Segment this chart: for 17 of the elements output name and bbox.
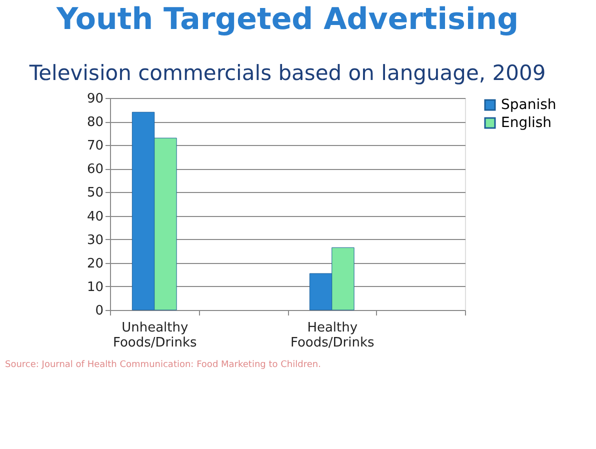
- source-note: Source: Journal of Health Communication: Food Marketing to Children.: [5, 360, 321, 370]
- y-tick-label: 10: [86, 280, 104, 295]
- chart-subtitle: Television commercials based on language, 2009: [28, 61, 546, 85]
- y-tick-label: 60: [86, 162, 104, 178]
- y-tick-label: 30: [86, 232, 104, 248]
- legend-label: English: [501, 115, 552, 131]
- y-tick-label: 90: [86, 92, 104, 106]
- y-tick-label: 70: [86, 138, 104, 154]
- legend-label: Spanish: [501, 97, 556, 113]
- y-tick-label: 20: [86, 256, 104, 272]
- y-tick-label: 50: [86, 186, 104, 201]
- chart-title: Youth Targeted Advertising: [55, 2, 519, 37]
- y-tick-label: 80: [86, 115, 104, 130]
- x-tick-label: Unhealthy Foods/Drinks: [112, 320, 198, 350]
- x-tick-label: Healthy Foods/Drinks: [290, 320, 375, 350]
- y-tick-label: 0: [95, 304, 104, 318]
- y-tick-label: 40: [86, 209, 104, 224]
